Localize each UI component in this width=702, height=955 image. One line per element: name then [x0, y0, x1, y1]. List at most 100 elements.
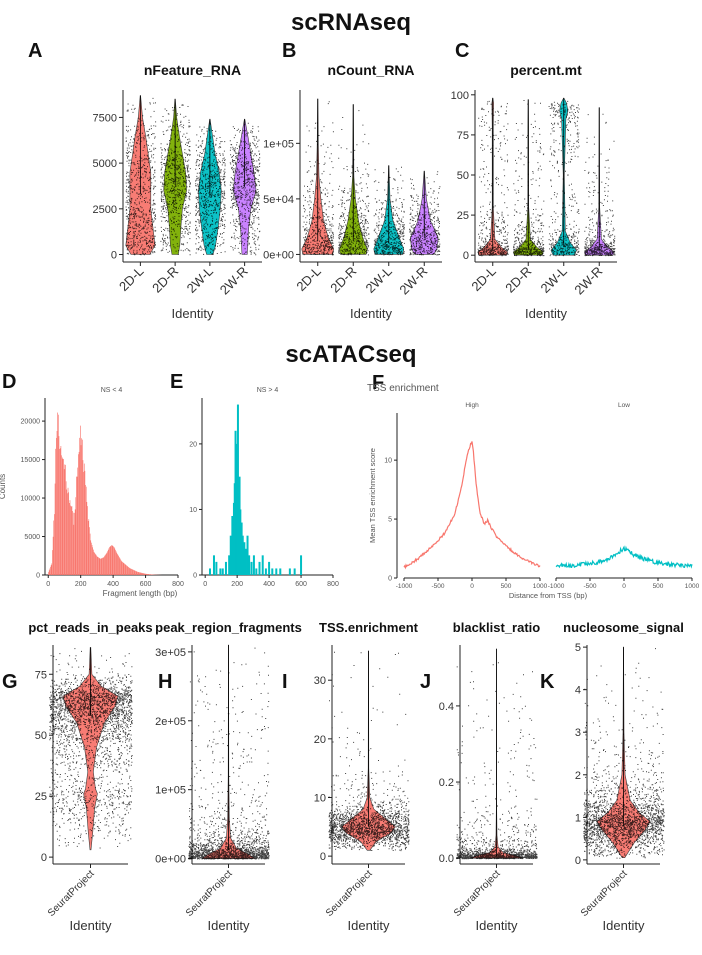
y-tick-label: 75 — [35, 669, 47, 681]
hist-bar — [76, 477, 77, 575]
hist-bar — [51, 563, 52, 575]
y-tick-label: 0 — [111, 250, 117, 262]
hist-bar — [133, 570, 134, 575]
y-tick-label: 30 — [314, 675, 326, 687]
hist-bar — [120, 558, 121, 575]
y-tick-label: 0e+00 — [263, 249, 294, 261]
x-tick-label: 500 — [653, 583, 664, 590]
x-tick-label: -500 — [431, 583, 444, 590]
panel-title-I: TSS.enrichment — [319, 620, 419, 635]
hist-bar — [49, 570, 50, 575]
hist-bar — [128, 567, 129, 575]
hist-bar — [61, 455, 62, 575]
hist-bar — [57, 413, 58, 575]
hist-bar — [105, 555, 106, 575]
hist-bar — [108, 550, 109, 575]
hist-bar — [75, 509, 76, 575]
hist-bar — [60, 448, 61, 575]
hist-bar — [271, 568, 273, 575]
x-tick-label-SeuratProject: SeuratProject — [184, 868, 235, 919]
x-tick-label: -1000 — [548, 583, 565, 590]
hist-bar — [92, 547, 93, 575]
hist-bar — [151, 574, 152, 575]
hist-bar — [141, 573, 142, 575]
x-tick-label: 1000 — [685, 583, 700, 590]
panel-letter-B: B — [282, 40, 296, 62]
x-tick-label: 1000 — [533, 583, 548, 590]
x-axis-title: Identity — [525, 306, 567, 321]
y-tick-label: 2 — [575, 770, 581, 782]
y-tick-label: 5000 — [93, 158, 117, 170]
x-axis-title: Identity — [208, 918, 250, 933]
y-tick-label: 7500 — [93, 112, 117, 124]
hist-bar — [137, 572, 138, 575]
hist-bar — [251, 562, 253, 575]
x-tick-label-SeuratProject: SeuratProject — [324, 868, 375, 919]
hist-bar — [79, 452, 80, 575]
hist-bar — [142, 573, 143, 575]
hist-bar — [84, 464, 85, 575]
hist-bar — [110, 547, 111, 575]
x-tick-label: 200 — [231, 581, 243, 588]
hist-bar — [148, 574, 149, 575]
hist-bar — [87, 502, 88, 575]
hist-bar — [61, 446, 62, 575]
x-axis-title: Distance from TSS (bp) — [509, 591, 588, 600]
hist-bar — [131, 569, 132, 575]
hist-bar — [90, 540, 91, 575]
hist-bar — [102, 558, 103, 575]
hist-bar — [222, 568, 224, 575]
y-tick-label: 20000 — [21, 419, 41, 426]
x-tick-label: 200 — [75, 581, 87, 588]
hist-bar — [262, 555, 264, 575]
hist-bar — [107, 553, 108, 575]
hist-bar — [87, 506, 88, 575]
hist-bar — [83, 472, 84, 575]
x-tick-label-2D-L: 2D-L — [468, 264, 499, 295]
y-tick-label: 0e+00 — [155, 854, 186, 866]
hist-bar — [114, 548, 115, 575]
tss-line-High — [404, 441, 540, 567]
hist-bar — [209, 568, 211, 575]
hist-bar — [144, 573, 145, 575]
y-tick-label: 10 — [189, 507, 197, 514]
hist-bar — [294, 568, 296, 575]
hist-bar — [213, 555, 215, 575]
hist-bar — [52, 550, 53, 575]
hist-bar — [139, 572, 140, 575]
hist-bar — [79, 438, 80, 575]
y-tick-label: 5 — [388, 517, 392, 524]
y-tick-label: 0 — [320, 851, 326, 863]
hist-bar — [120, 559, 121, 575]
hist-bar — [129, 568, 130, 575]
hist-bar — [131, 569, 132, 575]
panel-title-H: peak_region_fragments — [155, 620, 302, 635]
hist-bar — [215, 562, 217, 575]
hist-bar — [149, 574, 150, 575]
hist-bar — [68, 488, 69, 575]
x-tick-label-2W-L: 2W-L — [362, 264, 394, 296]
panel-letter-A: A — [28, 40, 42, 62]
hist-bar — [96, 555, 97, 575]
hist-bar — [56, 438, 57, 575]
hist-bar — [48, 572, 49, 575]
x-tick-label: 500 — [501, 583, 512, 590]
hist-bar — [54, 514, 55, 575]
y-tick-label: 5e+04 — [263, 194, 294, 206]
hist-bar — [95, 554, 96, 575]
x-tick-label-2D-R: 2D-R — [149, 264, 181, 296]
hist-bar — [147, 574, 148, 575]
x-axis-title: Identity — [476, 918, 518, 933]
section-title-scrnaseq: scRNAseq — [291, 9, 411, 36]
facet-label-High: High — [465, 402, 479, 409]
y-axis-title: Mean TSS enrichment score — [368, 448, 377, 543]
hist-bar — [85, 471, 86, 575]
hist-bar — [94, 553, 95, 575]
hist-bar — [103, 557, 104, 575]
y-tick-label: 3 — [575, 727, 581, 739]
hist-bar — [255, 568, 257, 575]
hist-bar — [101, 558, 102, 575]
hist-bar — [81, 438, 82, 575]
hist-bar — [248, 555, 250, 575]
